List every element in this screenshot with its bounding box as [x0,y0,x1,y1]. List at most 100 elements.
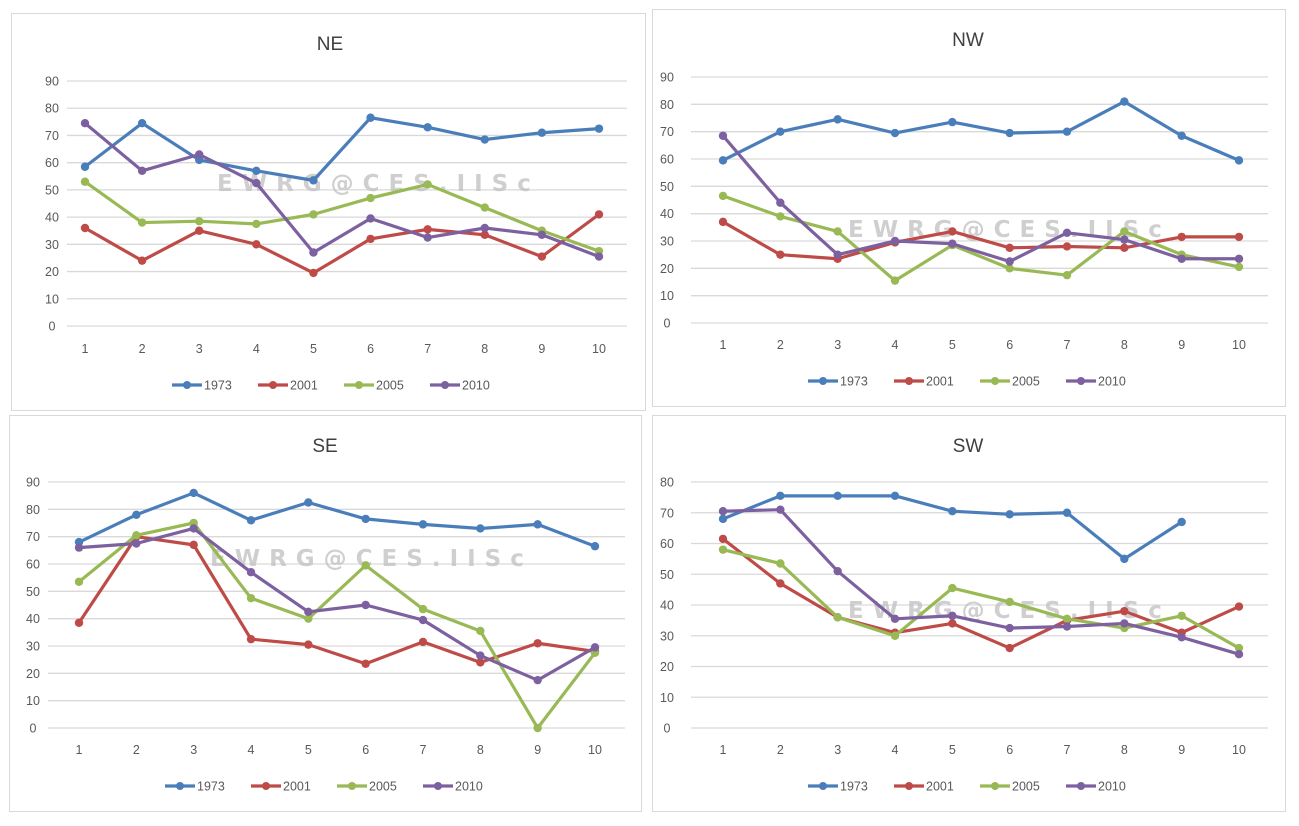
series-2010 [80,118,604,261]
y-tick-label: 30 [26,640,40,654]
x-tick-label: 10 [1232,338,1246,352]
data-point-2005-x7 [418,604,428,614]
legend: 1973 2001 2005 2010 [808,375,1126,389]
legend-label: 1973 [840,375,868,389]
legend: 1973 2001 2005 2010 [172,379,490,393]
data-point-2001-x5 [309,268,318,278]
x-tick-label: 1 [76,743,83,757]
y-tick-label: 90 [660,71,674,85]
data-point-2001-x9 [1177,232,1186,242]
y-tick-label: 30 [660,235,674,249]
data-point-2005-x2 [132,531,141,540]
y-tick-label: 40 [26,612,40,626]
x-tick-label: 7 [1064,338,1071,352]
y-tick-label: 0 [49,320,56,334]
x-tick-label: 7 [424,342,431,356]
y-tick-label: 50 [660,568,674,582]
x-tick-label: 2 [133,743,140,757]
data-point-2010-x8 [1120,619,1129,628]
legend-label: 1973 [840,780,868,794]
x-tick-label: 10 [592,342,606,356]
data-point-2005-x4 [246,593,256,603]
y-tick-label: 90 [45,75,59,89]
data-point-2001-x9 [533,639,542,648]
data-point-2010-x7 [1062,622,1072,631]
data-point-2005-x6 [361,561,370,570]
y-tick-label: 20 [45,265,59,279]
data-point-2010-x10 [1234,650,1244,659]
series-line-2005 [721,194,1241,283]
data-point-2005-x8 [480,203,489,212]
data-point-2010-x1 [80,118,90,128]
series-2005 [718,545,1244,653]
series-line-1973 [77,491,597,548]
data-point-2001-x1 [80,223,90,233]
y-tick-label: 40 [660,599,674,613]
series-line-2010 [721,134,1241,264]
data-point-1973-x7 [423,123,432,132]
data-point-2001-x5 [948,619,957,628]
y-tick-label: 10 [660,691,674,705]
data-point-2001-x10 [1234,602,1244,611]
data-point-2001-x3 [189,540,198,550]
x-tick-label: 10 [1232,743,1246,757]
data-point-1973-x2 [132,510,141,519]
data-point-1973-x6 [1005,510,1014,519]
y-tick-label: 50 [26,585,40,599]
data-point-2010-x4 [890,614,900,624]
legend-item-1973: 1973 [172,379,232,393]
y-tick-label: 20 [660,660,674,674]
y-tick-label: 0 [664,317,671,331]
data-point-1973-x10 [594,124,604,133]
series-line-2005 [721,548,1241,650]
data-point-2005-x2 [776,212,785,221]
legend-item-2005: 2005 [337,780,397,794]
x-tick-label: 3 [834,338,841,352]
legend-label: 2001 [290,379,318,393]
data-point-2001-x2 [776,579,785,588]
data-point-2001-x7 [423,225,432,234]
data-point-1973-x8 [1120,97,1129,106]
data-point-2010-x5 [304,607,313,617]
legend-label: 2010 [462,379,490,393]
x-tick-label: 3 [196,342,203,356]
data-point-2001-x4 [252,240,261,249]
x-tick-label: 9 [538,342,545,356]
series-1973 [718,491,1186,564]
y-tick-label: 60 [45,156,59,170]
chart-panel-ne: NE 0 10 20 30 40 50 60 70 80 90 1 2 3 4 5 6 7 8 9 10 EWRG@CES… [11,13,646,411]
data-point-2010-x9 [533,675,542,685]
x-tick-label: 5 [305,743,312,757]
data-point-2010-x6 [361,600,370,610]
legend-item-1973: 1973 [165,780,225,794]
chart-ne: NE 0 10 20 30 40 50 60 70 80 90 1 2 3 4 5 6 7 8 9 10 EWRG@CES… [45,34,627,393]
legend: 1973 2001 2005 2010 [165,780,483,794]
y-tick-label: 70 [45,129,59,143]
chart-panel-se: SE 0 10 20 30 40 50 60 70 80 90 1 2 3 4 5 6 7 8 9 10 EWRG@CES… [9,415,642,812]
legend: 1973 2001 2005 2010 [808,780,1126,794]
data-point-2001-x7 [1062,242,1072,251]
legend-marker-1973 [176,782,184,790]
y-tick-label: 20 [660,262,674,276]
series-line-2001 [77,535,597,666]
data-point-2005-x3 [833,227,842,236]
data-point-1973-x3 [833,491,842,501]
data-point-1973-x1 [80,162,90,171]
legend-item-1973: 1973 [808,375,868,389]
chart-panel-nw: NW 0 10 20 30 40 50 60 70 80 90 1 2 3 4 5 6 7 8 9 10 EWRG@CES… [652,9,1286,407]
data-point-2010-x3 [833,566,842,576]
x-tick-label: 3 [190,743,197,757]
data-point-2005-x5 [309,210,318,219]
chart-title: NE [317,34,343,55]
data-point-2010-x10 [594,252,604,261]
data-point-2010-x6 [1005,257,1014,266]
data-point-2005-x1 [718,545,728,554]
y-tick-label: 70 [660,125,674,139]
x-tick-label: 1 [82,342,89,356]
data-point-2001-x10 [594,210,604,219]
y-tick-label: 30 [660,629,674,643]
data-point-2005-x2 [137,218,147,227]
data-point-1973-x9 [533,520,542,529]
legend-item-2001: 2001 [251,780,311,794]
